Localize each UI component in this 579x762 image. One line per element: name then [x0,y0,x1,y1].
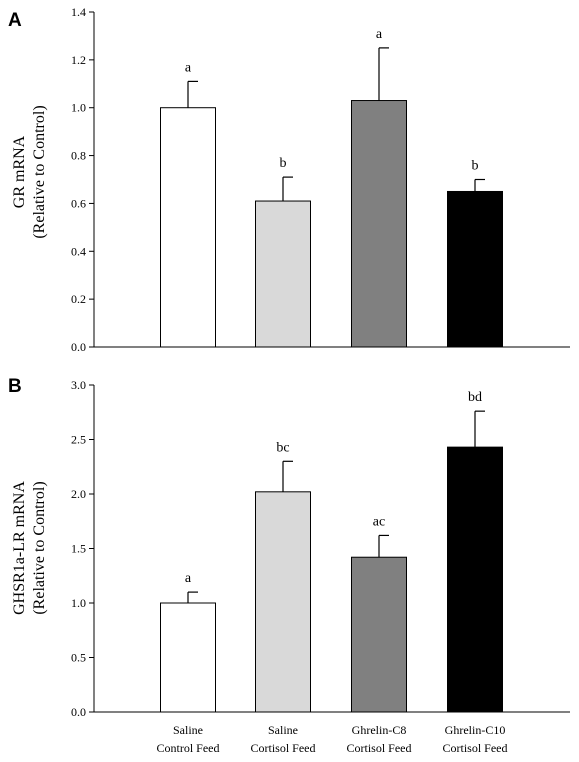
x-label-1-line1: Saline [268,723,298,737]
panel-a-y-tick-label: 1.0 [71,101,86,115]
panel-a-sig-label-3: b [472,159,479,174]
panel-a-y-tick-label: 0.2 [71,292,86,306]
panel-b-bar-3 [447,446,503,713]
panel-b-ylabel-line1: GHSR1a-LR mRNA [11,481,28,615]
panel-a-marks: a b a b [160,27,503,348]
x-label-3-line2: Cortisol Feed [443,741,508,755]
panel-a-y-tick-label: 0.8 [71,149,86,163]
panel-a-bar-3 [447,190,503,348]
x-label-2-line1: Ghrelin-C8 [352,723,407,737]
panel-b-ylabel-line2: (Relative to Control) [31,481,48,614]
x-label-2-line2: Cortisol Feed [347,741,412,755]
panel-b-chart: B GHSR1a-LR mRNA (Relative to Control) 0… [8,376,570,719]
x-label-1-line2: Cortisol Feed [251,741,316,755]
panel-b-y-tick-label: 3.0 [71,378,86,392]
panel-a-sig-label-2: a [376,27,383,42]
panel-a-ylabel-line2: (Relative to Control) [31,105,48,238]
panel-a-bar-1 [255,200,311,348]
panel-a-bar-0 [160,107,216,348]
panel-a-sig-label-1: b [280,156,287,171]
panel-b-ylabel: GHSR1a-LR mRNA (Relative to Control) [11,481,48,615]
x-label-0-line2: Control Feed [157,741,220,755]
panel-a-sig-label-0: a [185,60,192,75]
x-label-0-line1: Saline [173,723,203,737]
panel-a-y-tick-label: 1.4 [71,5,86,19]
panel-b-sig-label-0: a [185,571,192,586]
panel-a-ylabel-line1: GR mRNA [11,135,28,208]
panel-a-ylabel: GR mRNA (Relative to Control) [11,105,48,238]
panel-b-sig-label-1: bc [276,440,289,455]
panel-a-y-tick-label: 1.2 [71,53,86,67]
panel-a-y-tick-label: 0.4 [71,244,86,258]
panel-b-bar-2 [351,556,407,713]
panel-b-y-tick-label: 0.0 [71,705,86,719]
panel-a-chart: A GR mRNA (Relative to Control) 0.0 0.2 0.… [8,5,570,354]
panel-b-bar-0 [160,602,216,713]
panel-b-y-tick-label: 1.5 [71,542,86,556]
panel-a-bar-2 [351,100,407,348]
x-label-3-line1: Ghrelin-C10 [445,723,506,737]
panel-b-y-tick-label: 0.5 [71,651,86,665]
panel-b-y-tick-label: 1.0 [71,596,86,610]
panel-a-y-tick-label: 0.6 [71,196,86,210]
panel-b-sig-label-2: ac [373,514,385,529]
panel-b-bar-1 [255,491,311,713]
panel-a-label: A [8,10,22,31]
x-category-labels: Saline Control Feed Saline Cortisol Feed… [157,723,508,755]
panel-b-sig-label-3: bd [468,390,482,405]
panel-b-y-tick-label: 2.5 [71,433,86,447]
panel-b-label: B [8,376,22,397]
panel-a-y-tick-label: 0.0 [71,340,86,354]
panel-b-y-tick-label: 2.0 [71,487,86,501]
panel-b-marks: a bc ac bd [160,390,503,713]
